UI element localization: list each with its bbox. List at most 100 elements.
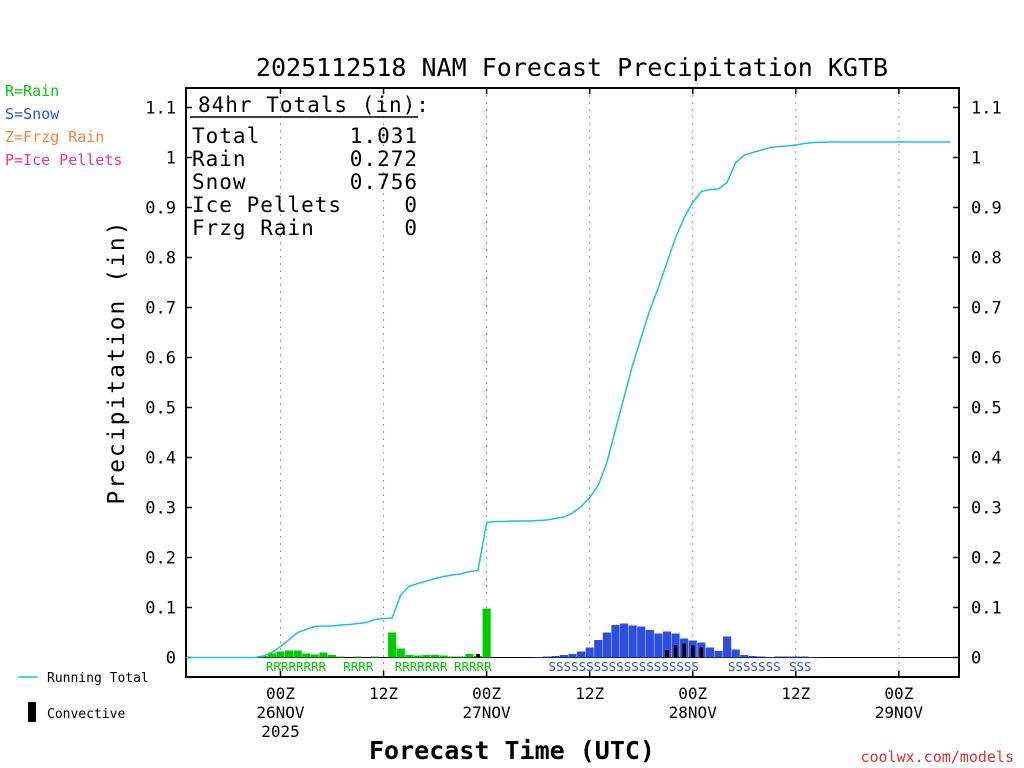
totals-row-label: Snow [192,170,247,194]
precip-bars [259,608,818,658]
running-total-line [186,141,951,659]
ptype-label: SSSSSSS [728,659,781,674]
ptype-label: RRRR [343,659,374,674]
y-tick-label-right: 0.3 [971,499,1002,519]
y-tick-label-left: 1 [166,149,176,169]
x-tick-label: 28NOV [669,703,718,722]
rain-bar [413,655,422,658]
x-tick-label: 00Z [884,684,913,703]
convective-bar [690,645,695,658]
y-tick-label-left: 0.9 [145,199,176,219]
x-tick-label: 00Z [678,684,707,703]
totals-row-label: Rain [192,147,247,171]
ptype-label: RRRRRRR [395,659,448,674]
totals-row-label: Ice Pellets [192,193,342,217]
ptype-label: RRRRR [454,659,492,674]
y-tick-label-left: 0 [166,649,176,669]
snow-bar [559,655,568,658]
rain-bar [422,655,431,658]
snow-bar [748,656,757,658]
rain-bar [456,656,465,658]
convective-legend-label: Convective [47,707,125,722]
rain-bar [439,655,448,658]
rain-bar [405,655,414,658]
y-tick-label-left: 0.7 [145,299,176,319]
x-tick-label: 12Z [369,684,398,703]
snow-bar [611,625,620,658]
snow-bar [602,632,611,658]
y-tick-label-right: 0.2 [971,549,1002,569]
snow-bar [534,657,543,658]
y-tick-label-right: 1 [971,149,981,169]
totals-row-value: 0.756 [350,170,418,194]
snow-bar [723,636,732,658]
rain-bar [370,656,380,658]
rain-bar [327,655,337,658]
totals-row-value: 0 [404,216,418,240]
y-tick-label-right: 0.4 [971,449,1002,469]
y-tick-label-right: 0.7 [971,299,1002,319]
rain-bar [353,656,362,658]
running-total-legend-label: Running Total [47,671,149,686]
y-tick-label-right: 1.1 [971,99,1002,119]
snow-bar [740,655,749,658]
y-axis-label: Precipitation (in) [104,219,130,504]
snow-bar [765,657,775,658]
x-tick-label: 00Z [472,684,501,703]
y-tick-label-right: 0.6 [971,349,1002,369]
snow-bar [662,631,672,658]
totals-row-label: Frzg Rain [192,216,315,240]
y-tick-label-left: 0.3 [145,499,176,519]
snow-bar [705,647,715,658]
rain-bar [430,655,440,658]
rain-bar [267,653,276,658]
precip-type-legend-item: S=Snow [5,105,60,123]
y-tick-label-right: 0 [971,649,981,669]
rain-bar [302,653,311,658]
precip-type-legend-item: Z=Frzg Rain [5,128,104,146]
totals-rows: Total 1.031 Rain 0.272 Snow 0.756 Ice Pellets 0… [192,124,418,240]
y-tick-label-left: 0.6 [145,349,176,369]
snow-bar [628,625,637,658]
rain-bar [319,652,328,658]
convective-legend-swatch [28,702,36,722]
y-tick-label-right: 0.8 [971,249,1002,269]
convective-bar [673,645,678,658]
ptype-labels: RRRRRRRR RRRR RRRRRRR RRRRR SSSSSSSSSSSSSSSS… [266,659,812,674]
precip-type-legend: R=Rain S=Snow Z=Frzg Rain P=Ice Pellets [5,82,122,169]
plot-frame [185,87,960,678]
snow-bar [783,656,792,658]
precip-type-legend-item: P=Ice Pellets [5,151,122,169]
snow-bar [645,630,654,658]
y-tick-label-left: 0.8 [145,249,176,269]
x-tick-label: 26NOV [256,703,305,722]
totals-box: 84hr Totals (in): Total 1.031 Rain 0.272 Sno… [190,93,429,240]
snow-bar [619,623,629,658]
ptype-label: SSSSSSSSSSSSSSSSSSSS [548,659,699,674]
totals-row-value: 0 [404,193,418,217]
y-tick-label-left: 0.2 [145,549,176,569]
snow-bar [594,640,603,658]
totals-row-value: 0.272 [350,147,418,171]
snow-bar [577,651,586,658]
totals-row-label: Total [192,124,260,148]
snow-bar [714,651,723,658]
snow-bar [551,656,560,658]
rain-bar [276,651,285,658]
rain-bar [465,654,474,658]
y-tick-label-left: 0.4 [145,449,176,469]
x-tick-label: 27NOV [463,703,512,722]
ptype-label: SSS [789,659,812,674]
convective-bar [476,654,480,658]
convective-bar [665,650,669,658]
rain-bar [396,648,405,658]
y-tick-label-right: 0.9 [971,199,1002,219]
y-tick-label-left: 1.1 [145,99,176,119]
series-legend: Running Total Convective [18,671,149,722]
snow-bar [808,657,818,658]
source-credit: coolwx.com/models [860,748,1014,766]
rain-bar [293,650,302,658]
y-tick-label-left: 0.5 [145,399,176,419]
vertical-grid-lines [279,88,900,677]
